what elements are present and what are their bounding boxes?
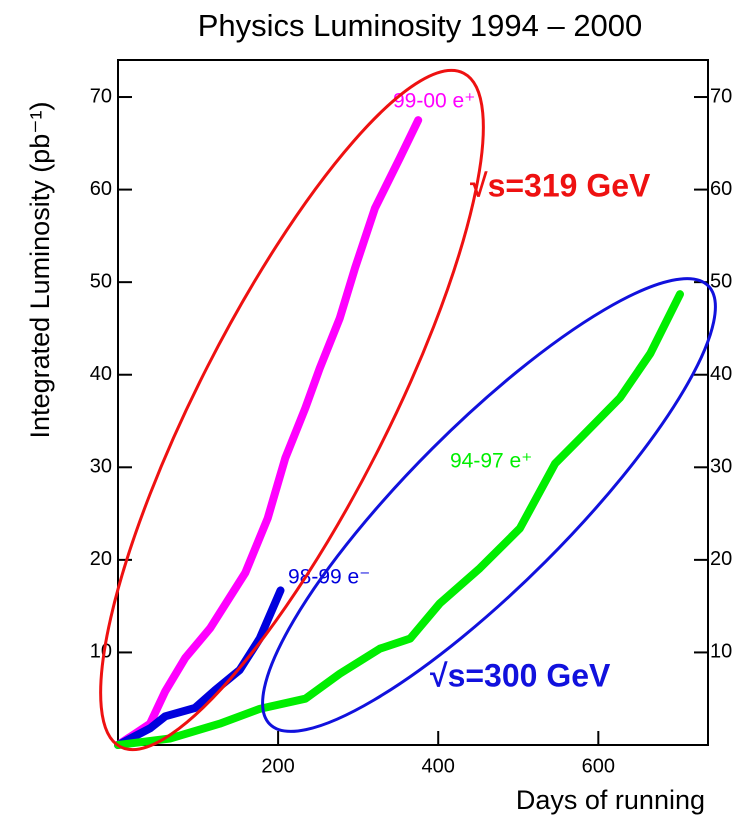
ellipse-319 — [99, 68, 485, 752]
y-tick-label: 40 — [90, 363, 112, 385]
y-tick-label-right: 60 — [710, 178, 732, 200]
y-tick-label: 70 — [90, 85, 112, 107]
series-line — [114, 116, 423, 749]
series-line — [114, 586, 285, 749]
y-tick-label-right: 30 — [710, 456, 732, 478]
y-tick-label-right: 50 — [710, 270, 732, 292]
plot-frame — [117, 59, 709, 746]
x-axis-label: Days of running — [516, 785, 705, 815]
y-tick-label-right: 70 — [710, 85, 732, 107]
ellipse-300 — [261, 277, 717, 733]
y-axis-label: Integrated Luminosity (pb⁻¹) — [25, 102, 55, 439]
chart-title: Physics Luminosity 1994 – 2000 — [198, 8, 643, 43]
series-label: 94-97 e⁺ — [450, 450, 532, 473]
annotation: √s=319 GeV — [470, 167, 651, 203]
series-label: 99-00 e⁺ — [393, 90, 475, 113]
y-tick-label-right: 10 — [710, 641, 732, 663]
x-tick-label: 400 — [422, 755, 455, 777]
y-tick-label: 60 — [90, 178, 112, 200]
y-tick-label: 30 — [90, 456, 112, 478]
y-tick-label: 50 — [90, 270, 112, 292]
series-line — [114, 290, 684, 749]
y-tick-label: 20 — [90, 548, 112, 570]
x-tick-label: 600 — [582, 755, 615, 777]
annotation: √s=300 GeV — [430, 657, 611, 693]
y-tick-label-right: 20 — [710, 548, 732, 570]
x-tick-label: 200 — [261, 755, 294, 777]
y-tick-label-right: 40 — [710, 363, 732, 385]
y-tick-label: 10 — [90, 641, 112, 663]
